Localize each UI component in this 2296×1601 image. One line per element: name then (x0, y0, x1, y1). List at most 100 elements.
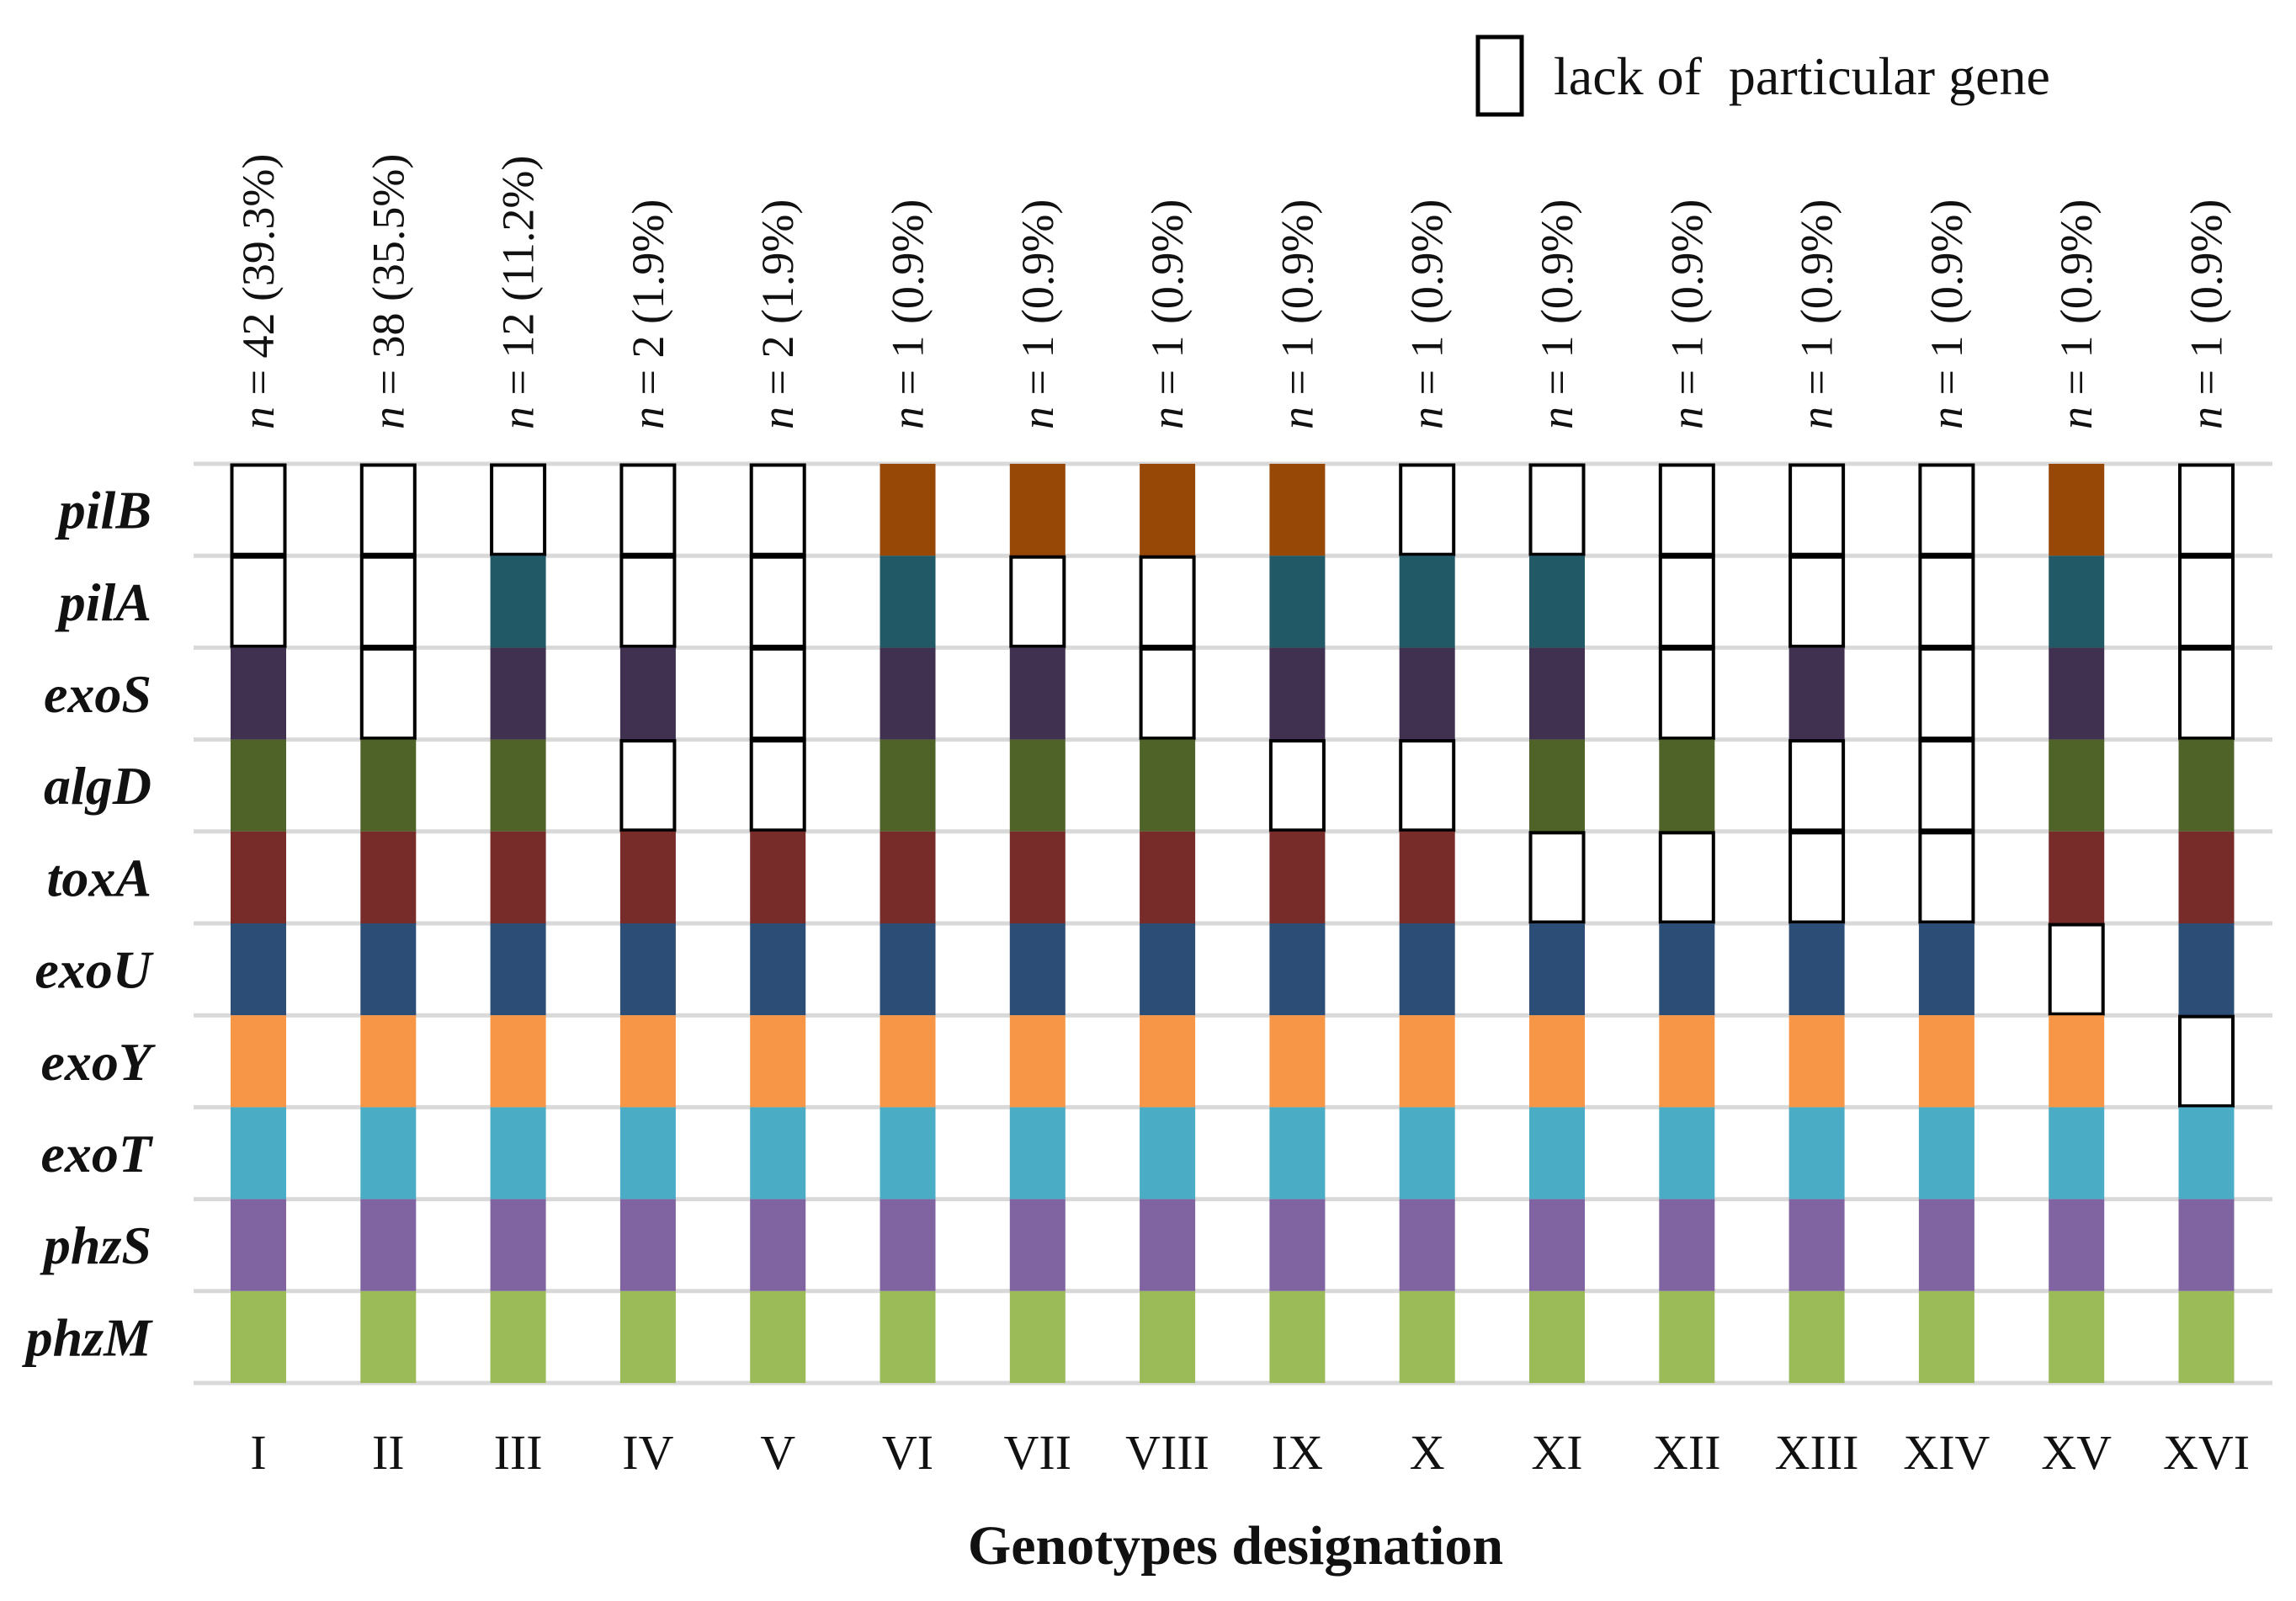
cell-VII-exoU-present (1009, 923, 1066, 1016)
cell-XII-exoS-absent (1658, 646, 1715, 741)
cell-II-pilA-absent (359, 555, 417, 648)
cell-III-pilB-absent (490, 463, 547, 556)
count-label-XV: n = 1 (0.9%) (2051, 199, 2102, 429)
cell-I-exoT-present (231, 1107, 286, 1199)
cell-XII-phzS-present (1659, 1199, 1715, 1291)
cell-XVI-exoU-present (2178, 923, 2235, 1016)
tick-label-VIII: VIII (1125, 1425, 1209, 1480)
cell-XI-exoY-present (1529, 1015, 1585, 1108)
count-label-VIII: n = 1 (0.9%) (1142, 199, 1193, 429)
cell-II-exoT-present (360, 1107, 417, 1199)
gene-label-pilB: pilB (55, 481, 151, 540)
cell-XIV-phzM-present (1918, 1290, 1974, 1383)
cell-I-phzM-present (231, 1290, 286, 1383)
cell-VII-exoT-present (1009, 1107, 1066, 1199)
cell-XV-exoT-present (2049, 1107, 2105, 1199)
cell-XI-pilA-present (1529, 556, 1585, 648)
cell-V-pilB-absent (749, 463, 806, 556)
cell-XV-exoY-present (2049, 1015, 2105, 1108)
cell-II-exoU-present (360, 923, 417, 1016)
cell-IV-pilB-absent (619, 463, 677, 556)
cell-V-exoY-present (750, 1015, 806, 1108)
count-label-III: n = 12 (11.2%) (493, 156, 544, 429)
count-label-XI: n = 1 (0.9%) (1532, 199, 1582, 429)
tick-label-XII: XII (1653, 1425, 1721, 1480)
cell-VII-phzS-present (1009, 1199, 1066, 1291)
cell-VI-pilA-present (880, 556, 936, 648)
cell-V-pilA-absent (749, 555, 806, 648)
cell-XVI-algD-present (2178, 739, 2235, 832)
cell-VII-pilA-absent (1009, 555, 1066, 648)
tick-label-XV: XV (2041, 1425, 2112, 1480)
cell-VIII-phzM-present (1140, 1290, 1196, 1383)
cell-XI-pilB-absent (1528, 463, 1586, 556)
cell-XIV-exoY-present (1918, 1015, 1974, 1108)
cell-X-exoY-present (1399, 1015, 1455, 1108)
cell-II-pilB-absent (359, 463, 417, 556)
cell-V-exoU-present (750, 923, 806, 1016)
tick-label-I: I (250, 1425, 266, 1480)
cell-V-phzM-present (750, 1290, 806, 1383)
cell-I-toxA-present (231, 831, 286, 923)
count-label-VI: n = 1 (0.9%) (883, 199, 933, 429)
cell-IX-phzS-present (1269, 1199, 1326, 1291)
cell-X-pilA-present (1399, 556, 1455, 648)
count-label-IX: n = 1 (0.9%) (1272, 199, 1322, 429)
cell-XI-exoU-present (1529, 923, 1585, 1016)
cell-IV-exoS-present (619, 647, 676, 740)
cell-IX-algD-absent (1268, 739, 1326, 832)
cell-VIII-exoU-present (1140, 923, 1196, 1016)
genotype-count-labels: n = 42 (39.3%) n = 38 (35.5%) n = 12 (11.2… (233, 154, 2232, 429)
cell-XVI-exoY-absent (2178, 1014, 2235, 1108)
cell-VIII-algD-present (1140, 739, 1196, 832)
cell-XIV-exoT-present (1918, 1107, 1974, 1199)
cell-IX-exoT-present (1269, 1107, 1326, 1199)
legend: lack of particular gene (1475, 35, 2050, 117)
cell-VII-exoY-present (1009, 1015, 1066, 1108)
cell-III-algD-present (490, 739, 546, 832)
tick-label-IV: IV (622, 1425, 673, 1480)
cell-VII-phzM-present (1009, 1290, 1066, 1383)
gene-label-algD: algD (44, 756, 151, 816)
cell-I-phzS-present (231, 1199, 286, 1291)
cell-XVI-exoS-absent (2178, 646, 2235, 741)
cell-VI-pilB-present (880, 464, 936, 556)
count-label-VII: n = 1 (0.9%) (1012, 199, 1063, 429)
cell-VI-phzM-present (880, 1290, 936, 1383)
cell-XV-toxA-present (2049, 831, 2105, 923)
gene-label-exoU: exoU (35, 940, 153, 1000)
cell-IV-pilA-absent (619, 555, 677, 648)
count-label-X: n = 1 (0.9%) (1402, 199, 1453, 429)
cell-III-exoT-present (490, 1107, 546, 1199)
cell-VI-exoT-present (880, 1107, 936, 1199)
cell-XV-pilA-present (2049, 556, 2105, 648)
cell-IV-algD-absent (619, 739, 677, 832)
cell-III-exoY-present (490, 1015, 546, 1108)
cell-XI-exoT-present (1529, 1107, 1585, 1199)
tick-label-III: III (494, 1425, 543, 1480)
tick-label-V: V (760, 1425, 795, 1480)
cell-VIII-exoS-absent (1139, 646, 1196, 741)
cell-VI-exoU-present (880, 923, 936, 1016)
cell-XV-exoU-absent (2048, 923, 2105, 1016)
cell-XIII-exoU-present (1788, 923, 1845, 1016)
cell-III-phzM-present (490, 1290, 546, 1383)
cell-X-exoT-present (1399, 1107, 1455, 1199)
cell-XI-exoS-present (1529, 647, 1585, 740)
cell-X-exoU-present (1399, 923, 1455, 1016)
cell-X-algD-absent (1399, 739, 1456, 832)
cell-IX-pilB-present (1269, 464, 1326, 556)
cell-XIII-phzS-present (1788, 1199, 1845, 1291)
cell-IV-phzS-present (619, 1199, 676, 1291)
cell-XV-pilB-present (2049, 464, 2105, 556)
cell-V-phzS-present (750, 1199, 806, 1291)
cell-XIV-exoU-present (1918, 923, 1974, 1016)
cell-XIV-toxA-absent (1918, 831, 1975, 924)
cell-XII-pilB-absent (1658, 463, 1715, 556)
cell-II-phzS-present (360, 1199, 417, 1291)
cell-XVI-toxA-present (2178, 831, 2235, 923)
count-label-XIV: n = 1 (0.9%) (1921, 199, 1972, 429)
cell-III-phzS-present (490, 1199, 546, 1291)
cell-II-phzM-present (360, 1290, 417, 1383)
